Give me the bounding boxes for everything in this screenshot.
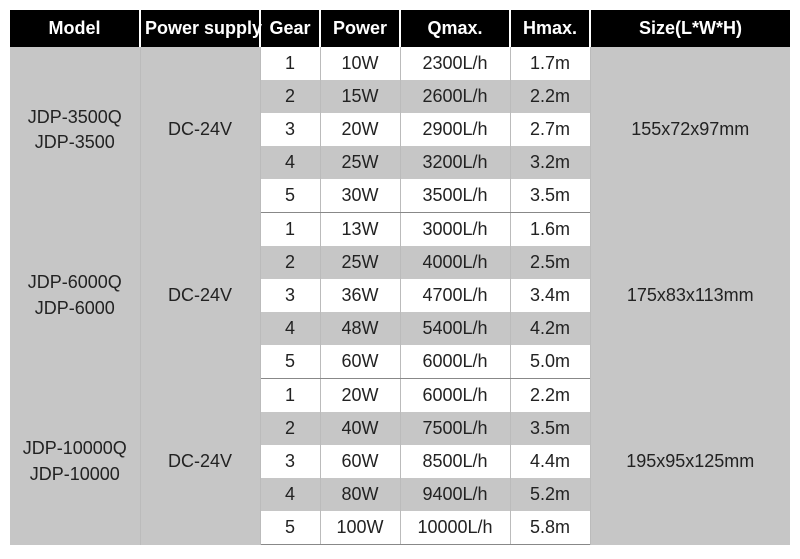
power-cell: 10W <box>320 47 400 80</box>
table-header-row: Model Power supply Gear Power Qmax. Hmax… <box>10 10 790 47</box>
model-cell: JDP-10000QJDP-10000 <box>10 379 140 545</box>
qmax-cell: 7500L/h <box>400 412 510 445</box>
qmax-cell: 5400L/h <box>400 312 510 345</box>
hmax-cell: 5.8m <box>510 511 590 545</box>
model-cell: JDP-3500QJDP-3500 <box>10 47 140 213</box>
power-cell: 100W <box>320 511 400 545</box>
hmax-cell: 1.6m <box>510 213 590 247</box>
power-cell: 80W <box>320 478 400 511</box>
hmax-cell: 4.2m <box>510 312 590 345</box>
gear-cell: 2 <box>260 246 320 279</box>
supply-cell: DC-24V <box>140 213 260 379</box>
supply-cell: DC-24V <box>140 379 260 545</box>
hmax-cell: 2.2m <box>510 80 590 113</box>
model-line: JDP-10000Q <box>14 436 136 461</box>
gear-cell: 3 <box>260 113 320 146</box>
hmax-cell: 2.2m <box>510 379 590 413</box>
gear-cell: 1 <box>260 47 320 80</box>
hmax-cell: 1.7m <box>510 47 590 80</box>
hmax-cell: 5.2m <box>510 478 590 511</box>
qmax-cell: 4000L/h <box>400 246 510 279</box>
power-cell: 20W <box>320 113 400 146</box>
power-cell: 13W <box>320 213 400 247</box>
power-cell: 36W <box>320 279 400 312</box>
hmax-cell: 3.2m <box>510 146 590 179</box>
model-line: JDP-3500Q <box>14 105 136 130</box>
qmax-cell: 6000L/h <box>400 379 510 413</box>
col-header-hmax: Hmax. <box>510 10 590 47</box>
gear-cell: 1 <box>260 379 320 413</box>
pump-spec-table: Model Power supply Gear Power Qmax. Hmax… <box>10 10 790 545</box>
qmax-cell: 6000L/h <box>400 345 510 379</box>
gear-cell: 5 <box>260 179 320 213</box>
col-header-qmax: Qmax. <box>400 10 510 47</box>
hmax-cell: 2.5m <box>510 246 590 279</box>
power-cell: 40W <box>320 412 400 445</box>
supply-cell: DC-24V <box>140 47 260 213</box>
table-row: JDP-3500QJDP-3500DC-24V110W2300L/h1.7m15… <box>10 47 790 80</box>
model-cell: JDP-6000QJDP-6000 <box>10 213 140 379</box>
gear-cell: 4 <box>260 478 320 511</box>
model-line: JDP-10000 <box>14 462 136 487</box>
model-line: JDP-6000Q <box>14 270 136 295</box>
qmax-cell: 2600L/h <box>400 80 510 113</box>
qmax-cell: 3200L/h <box>400 146 510 179</box>
hmax-cell: 5.0m <box>510 345 590 379</box>
hmax-cell: 3.4m <box>510 279 590 312</box>
hmax-cell: 2.7m <box>510 113 590 146</box>
qmax-cell: 3500L/h <box>400 179 510 213</box>
size-cell: 195x95x125mm <box>590 379 790 545</box>
size-cell: 155x72x97mm <box>590 47 790 213</box>
gear-cell: 2 <box>260 80 320 113</box>
power-cell: 20W <box>320 379 400 413</box>
qmax-cell: 2300L/h <box>400 47 510 80</box>
gear-cell: 3 <box>260 279 320 312</box>
table-row: JDP-6000QJDP-6000DC-24V113W3000L/h1.6m17… <box>10 213 790 247</box>
power-cell: 25W <box>320 246 400 279</box>
qmax-cell: 2900L/h <box>400 113 510 146</box>
power-cell: 60W <box>320 345 400 379</box>
table-body: JDP-3500QJDP-3500DC-24V110W2300L/h1.7m15… <box>10 47 790 545</box>
gear-cell: 5 <box>260 511 320 545</box>
col-header-size: Size(L*W*H) <box>590 10 790 47</box>
col-header-supply: Power supply <box>140 10 260 47</box>
col-header-power: Power <box>320 10 400 47</box>
power-cell: 15W <box>320 80 400 113</box>
col-header-model: Model <box>10 10 140 47</box>
power-cell: 60W <box>320 445 400 478</box>
gear-cell: 4 <box>260 146 320 179</box>
table-row: JDP-10000QJDP-10000DC-24V120W6000L/h2.2m… <box>10 379 790 413</box>
gear-cell: 2 <box>260 412 320 445</box>
size-cell: 175x83x113mm <box>590 213 790 379</box>
qmax-cell: 9400L/h <box>400 478 510 511</box>
hmax-cell: 3.5m <box>510 412 590 445</box>
col-header-gear: Gear <box>260 10 320 47</box>
model-line: JDP-3500 <box>14 130 136 155</box>
qmax-cell: 8500L/h <box>400 445 510 478</box>
gear-cell: 1 <box>260 213 320 247</box>
power-cell: 25W <box>320 146 400 179</box>
hmax-cell: 4.4m <box>510 445 590 478</box>
qmax-cell: 4700L/h <box>400 279 510 312</box>
gear-cell: 4 <box>260 312 320 345</box>
gear-cell: 3 <box>260 445 320 478</box>
power-cell: 30W <box>320 179 400 213</box>
power-cell: 48W <box>320 312 400 345</box>
hmax-cell: 3.5m <box>510 179 590 213</box>
gear-cell: 5 <box>260 345 320 379</box>
qmax-cell: 10000L/h <box>400 511 510 545</box>
model-line: JDP-6000 <box>14 296 136 321</box>
qmax-cell: 3000L/h <box>400 213 510 247</box>
